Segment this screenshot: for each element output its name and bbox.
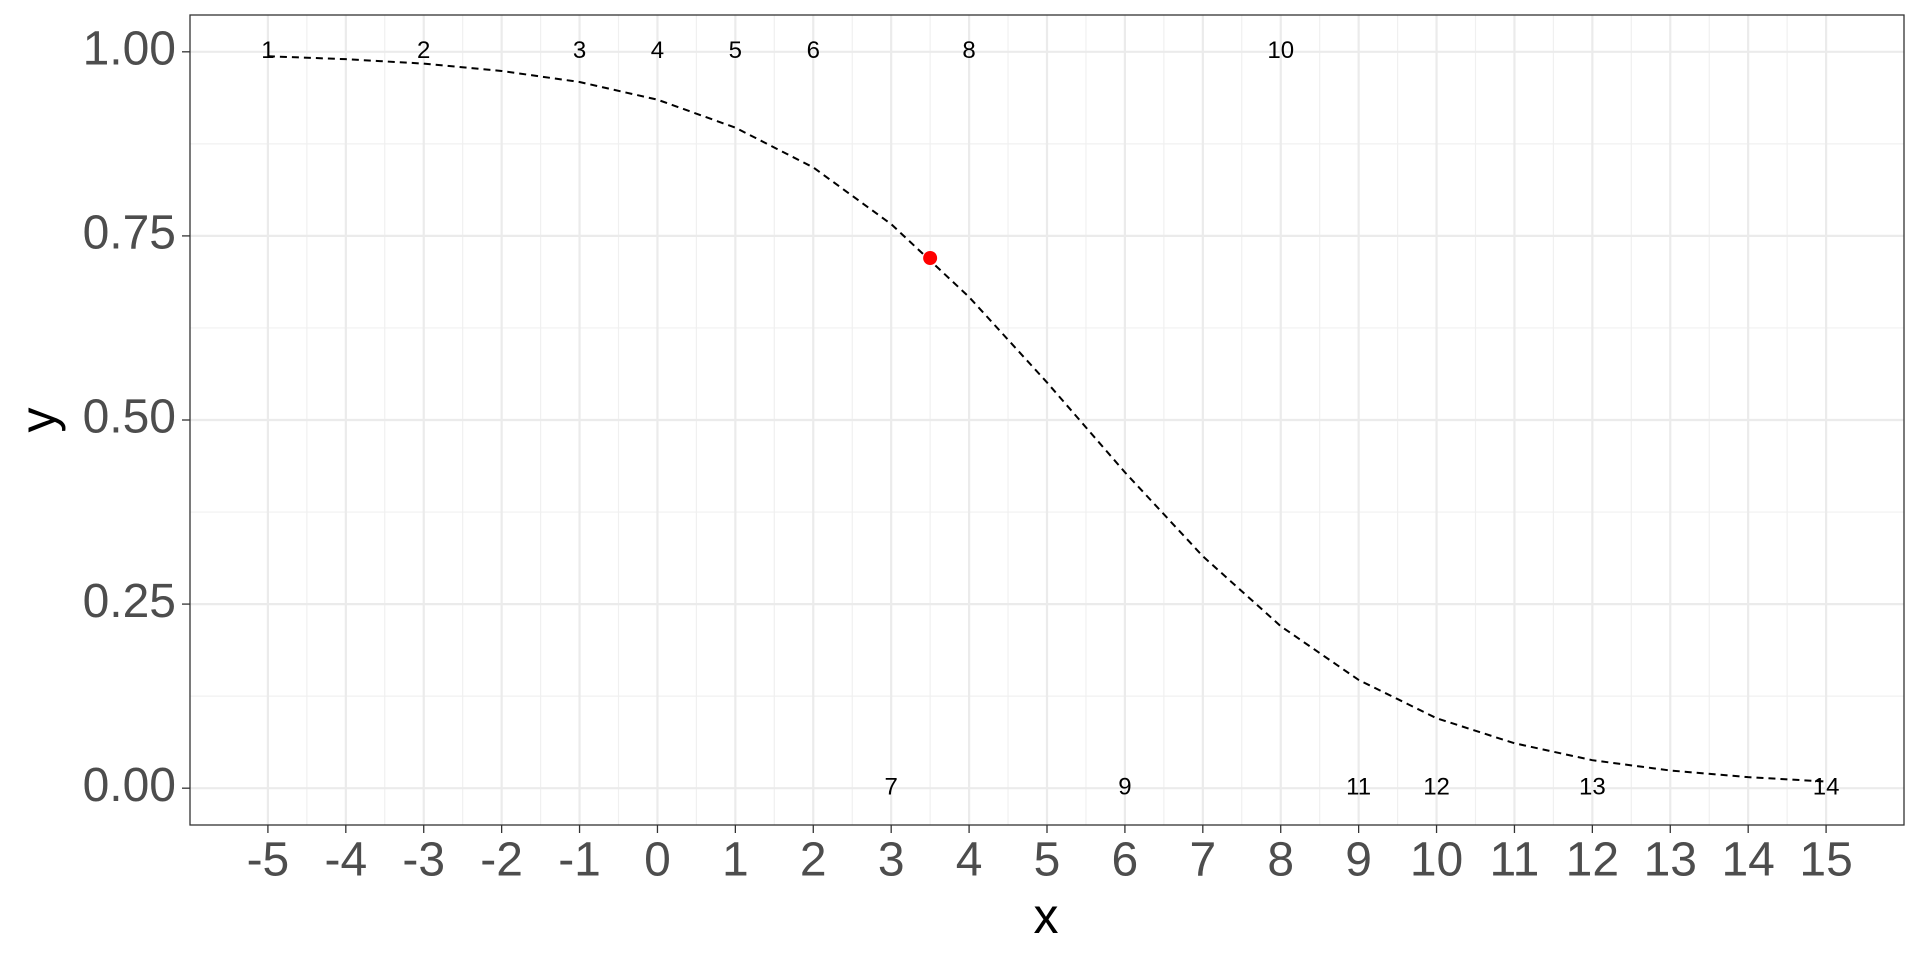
- x-tick-label: 2: [800, 834, 827, 887]
- point-label: 13: [1579, 774, 1606, 801]
- highlight-point: [923, 251, 938, 265]
- curve: [267, 55, 1827, 783]
- y-tick-label: 0.75: [83, 207, 176, 260]
- x-tick-label: 15: [1799, 834, 1852, 887]
- point-label: 7: [885, 774, 898, 801]
- x-tick-label: 8: [1267, 834, 1294, 887]
- x-tick-label: 4: [956, 834, 983, 887]
- point-label: 3: [573, 37, 586, 64]
- x-axis-title: x: [1034, 888, 1059, 944]
- point-label: 1: [261, 37, 274, 64]
- x-tick-label: 3: [878, 834, 905, 887]
- point-label: 11: [1346, 774, 1371, 801]
- y-axis-title: y: [10, 408, 66, 433]
- x-tick-label: 13: [1644, 834, 1697, 887]
- panel-border: [189, 14, 1905, 826]
- x-tick-label: -1: [558, 834, 601, 887]
- x-tick-label: 11: [1490, 834, 1540, 887]
- point-label: 9: [1118, 774, 1131, 801]
- point-label: 4: [651, 37, 664, 64]
- point-label: 10: [1267, 37, 1294, 64]
- point-label: 2: [417, 37, 430, 64]
- y-tick-label: 0.50: [83, 391, 176, 444]
- x-tick-label: 10: [1410, 834, 1463, 887]
- x-tick-label: 7: [1189, 834, 1216, 887]
- y-tick-label: 0.25: [83, 575, 176, 628]
- y-tick-label: 0.00: [83, 759, 176, 812]
- x-tick-label: 12: [1566, 834, 1619, 887]
- point-label: 12: [1423, 774, 1450, 801]
- x-tick-label: 14: [1721, 834, 1774, 887]
- x-tick-label: -3: [402, 834, 445, 887]
- x-tick-label: -2: [480, 834, 523, 887]
- x-tick-label: 9: [1345, 834, 1372, 887]
- x-tick-label: 1: [722, 834, 749, 887]
- x-tick-label: 0: [644, 834, 671, 887]
- point-label: 6: [807, 37, 820, 64]
- point-label: 5: [729, 37, 742, 64]
- x-tick-label: -4: [324, 834, 367, 887]
- x-tick-label: -5: [247, 834, 290, 887]
- x-tick-label: 5: [1034, 834, 1061, 887]
- point-label: 8: [962, 37, 975, 64]
- x-tick-label: 6: [1112, 834, 1139, 887]
- y-tick-label: 1.00: [83, 22, 176, 75]
- grid: -5 -4 -3 -2 -1 0 1 2 3 4 5 6 7 8 9 10 11 12 13 14 150.000.25…: [83, 15, 1904, 887]
- point-label: 14: [1813, 774, 1840, 801]
